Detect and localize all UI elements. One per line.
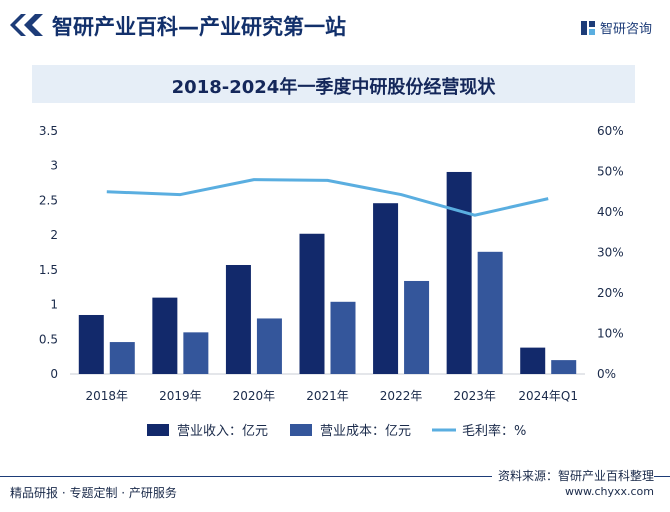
y-left-tick-label: 1	[50, 298, 58, 312]
double-chevron-icon	[10, 14, 43, 36]
y-left-tick-label: 1.5	[39, 263, 58, 277]
legend-revenue-swatch	[147, 424, 169, 436]
legend-cost-label: 营业成本：亿元	[320, 424, 411, 439]
chart-title-bar: 2018-2024年一季度中研股份经营现状	[32, 65, 635, 103]
y-right-tick-label: 0%	[597, 367, 616, 381]
page-title: 智研产业百科—产业研究第一站	[52, 15, 346, 39]
footer-slogan: 精品研报 · 专题定制 · 产研服务	[10, 486, 177, 500]
x-tick-label: 2023年	[453, 389, 496, 403]
revenue-bar	[152, 297, 178, 374]
website-url: www.chyxx.com	[564, 485, 654, 498]
revenue-bar	[373, 203, 399, 374]
x-tick-label: 2021年	[306, 389, 349, 403]
revenue-bar	[299, 233, 325, 374]
y-left-tick-label: 2.5	[39, 193, 58, 207]
x-tick-label: 2019年	[159, 389, 202, 403]
cost-bar	[109, 342, 135, 374]
x-tick-label: 2024年Q1	[518, 389, 578, 403]
revenue-bar	[225, 264, 251, 374]
y-right-tick-label: 60%	[597, 124, 624, 138]
revenue-bar	[520, 347, 546, 374]
x-tick-label: 2018年	[86, 389, 129, 403]
cost-bar	[183, 332, 209, 374]
cost-bar	[404, 280, 430, 374]
legend-margin-label: 毛利率：%	[462, 423, 526, 439]
gross-margin-line	[106, 178, 549, 217]
y-left-tick-label: 3	[50, 159, 58, 173]
y-right-tick-label: 50%	[597, 165, 624, 179]
revenue-bar	[446, 171, 472, 374]
cost-bar	[256, 318, 282, 374]
page-header: 智研产业百科—产业研究第一站 智研咨询	[0, 0, 670, 50]
y-left-tick-label: 0	[50, 367, 58, 381]
source-note: 资料来源：智研产业百科整理	[491, 467, 654, 484]
y-right-tick-label: 40%	[597, 205, 624, 219]
x-tick-label: 2022年	[380, 389, 423, 403]
chart-title: 2018-2024年一季度中研股份经营现状	[171, 77, 496, 98]
zhiyan-logo-icon	[580, 20, 595, 35]
revenue-bar	[78, 314, 104, 374]
brand-logo-text: 智研咨询	[599, 22, 652, 37]
y-right-tick-label: 10%	[597, 327, 624, 341]
y-right-tick-label: 20%	[597, 286, 624, 300]
brand-logo: 智研咨询	[580, 18, 652, 37]
footer-divider	[0, 476, 670, 477]
chart-canvas: 0 0.5 1 1.5 2 2.5 3 3.5 0% 10% 20% 30% 40% 50% 60% 2018…	[39, 124, 624, 439]
y-left-tick-label: 3.5	[39, 124, 58, 138]
cost-bar	[330, 301, 356, 374]
legend-revenue-label: 营业收入：亿元	[177, 424, 268, 439]
cost-bar	[551, 360, 577, 374]
y-left-tick-label: 2	[50, 228, 58, 242]
cost-bar	[477, 251, 503, 374]
x-tick-label: 2020年	[233, 389, 276, 403]
y-left-tick-label: 0.5	[39, 332, 58, 346]
legend-cost-swatch	[290, 424, 312, 436]
y-right-tick-label: 30%	[597, 246, 624, 260]
